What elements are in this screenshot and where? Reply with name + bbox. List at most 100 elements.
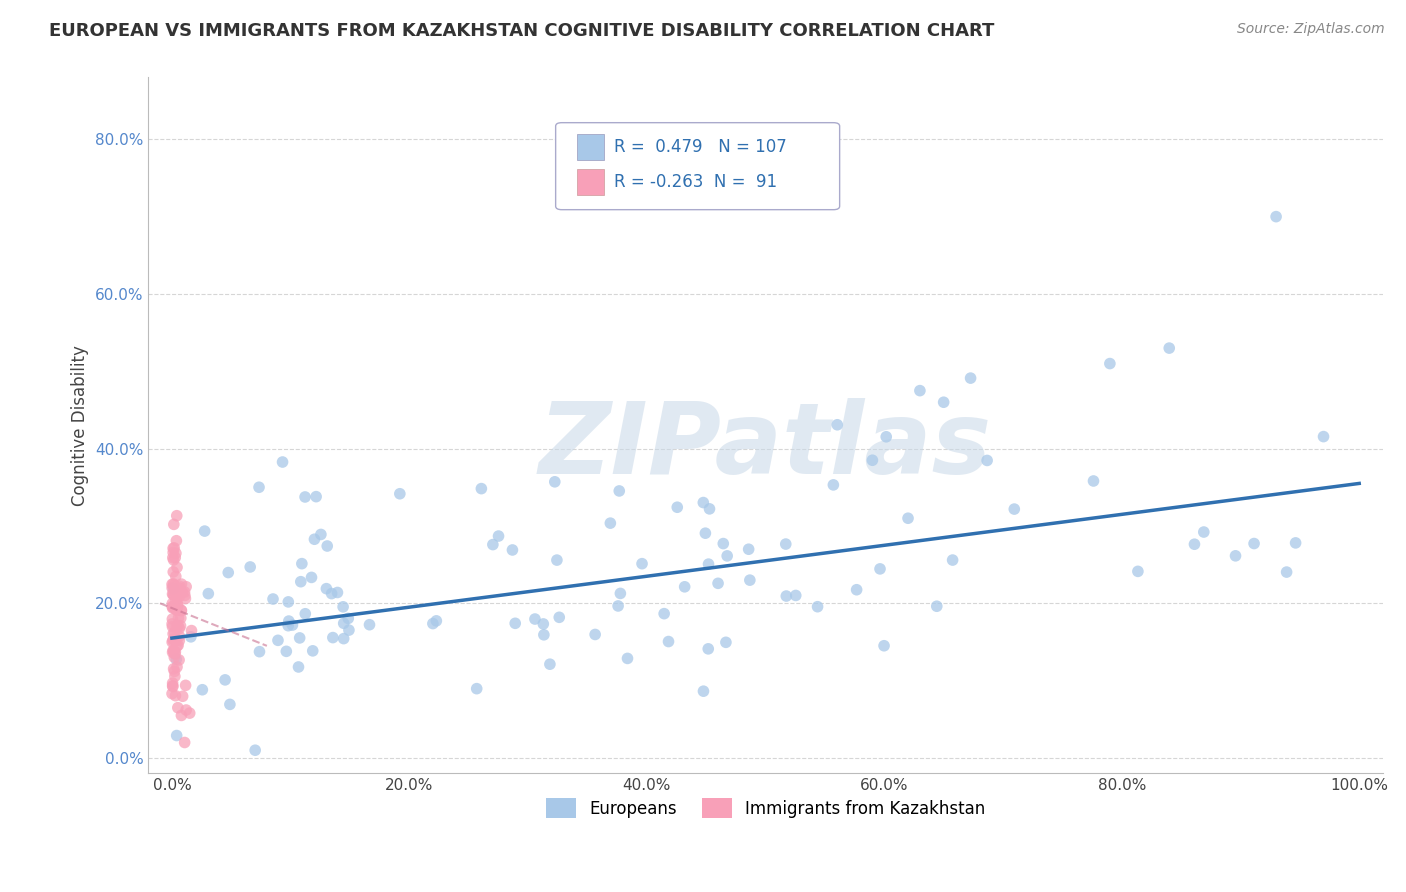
Point: [711, 536, 734, 550]
Point: [823, 478, 845, 492]
Point: [162, 565, 184, 579]
Point: [174, 678, 197, 692]
FancyBboxPatch shape: [576, 169, 603, 195]
Point: [425, 614, 447, 628]
Point: [332, 616, 354, 631]
Point: [422, 616, 444, 631]
Point: [538, 657, 561, 672]
Point: [160, 687, 183, 701]
Point: [1312, 429, 1334, 443]
Point: [249, 645, 271, 659]
Point: [165, 689, 187, 703]
Point: [714, 635, 737, 649]
Point: [1284, 536, 1306, 550]
Point: [169, 633, 191, 648]
Point: [169, 590, 191, 604]
Text: R =  0.479   N = 107: R = 0.479 N = 107: [613, 138, 786, 156]
Point: [163, 669, 186, 683]
Point: [281, 618, 304, 632]
Point: [673, 580, 696, 594]
Point: [315, 582, 337, 596]
Point: [271, 455, 294, 469]
Point: [860, 453, 883, 467]
Point: [523, 612, 546, 626]
Point: [465, 681, 488, 696]
Point: [173, 588, 195, 602]
Point: [167, 611, 190, 625]
Point: [162, 545, 184, 559]
Point: [170, 603, 193, 617]
Point: [533, 628, 555, 642]
Point: [321, 586, 343, 600]
Point: [165, 645, 187, 659]
Point: [875, 430, 897, 444]
Point: [162, 600, 184, 615]
Point: [191, 682, 214, 697]
Point: [167, 586, 190, 600]
FancyBboxPatch shape: [576, 134, 603, 161]
Point: [869, 562, 891, 576]
Point: [166, 508, 188, 523]
Point: [180, 624, 202, 638]
Point: [1275, 565, 1298, 579]
Point: [162, 633, 184, 648]
Point: [197, 587, 219, 601]
Point: [165, 603, 187, 617]
Point: [166, 597, 188, 611]
Point: [170, 603, 193, 617]
Point: [165, 550, 187, 565]
Point: [162, 599, 184, 614]
Point: [243, 743, 266, 757]
Point: [322, 631, 344, 645]
Point: [165, 633, 187, 648]
Text: R = -0.263  N =  91: R = -0.263 N = 91: [613, 173, 776, 191]
Point: [657, 634, 679, 648]
Point: [309, 527, 332, 541]
Point: [163, 647, 186, 661]
Point: [827, 417, 849, 432]
Point: [305, 490, 328, 504]
Point: [294, 607, 316, 621]
Point: [1184, 537, 1206, 551]
Point: [162, 541, 184, 556]
Point: [162, 643, 184, 657]
Point: [1243, 536, 1265, 550]
Point: [959, 371, 981, 385]
Point: [163, 665, 186, 679]
Point: [609, 586, 631, 600]
Point: [276, 644, 298, 658]
Point: [170, 611, 193, 625]
Point: [583, 627, 606, 641]
Point: [162, 576, 184, 591]
Point: [738, 573, 761, 587]
Point: [165, 620, 187, 634]
Point: [214, 673, 236, 687]
Point: [162, 645, 184, 659]
Point: [692, 495, 714, 509]
Point: [932, 395, 955, 409]
Point: [160, 581, 183, 595]
Point: [160, 577, 183, 591]
Point: [167, 653, 190, 667]
Point: [607, 483, 630, 498]
Point: [162, 676, 184, 690]
Point: [337, 611, 360, 625]
Point: [174, 591, 197, 606]
Point: [163, 644, 186, 658]
Point: [167, 581, 190, 595]
Point: [1126, 565, 1149, 579]
Point: [163, 578, 186, 592]
Point: [942, 553, 965, 567]
Point: [174, 703, 197, 717]
Point: [301, 570, 323, 584]
Point: [388, 487, 411, 501]
Point: [1225, 549, 1247, 563]
Point: [775, 537, 797, 551]
Point: [301, 644, 323, 658]
Point: [179, 706, 201, 720]
Point: [166, 639, 188, 653]
Point: [165, 632, 187, 646]
Point: [166, 560, 188, 574]
Point: [775, 589, 797, 603]
Point: [488, 529, 510, 543]
